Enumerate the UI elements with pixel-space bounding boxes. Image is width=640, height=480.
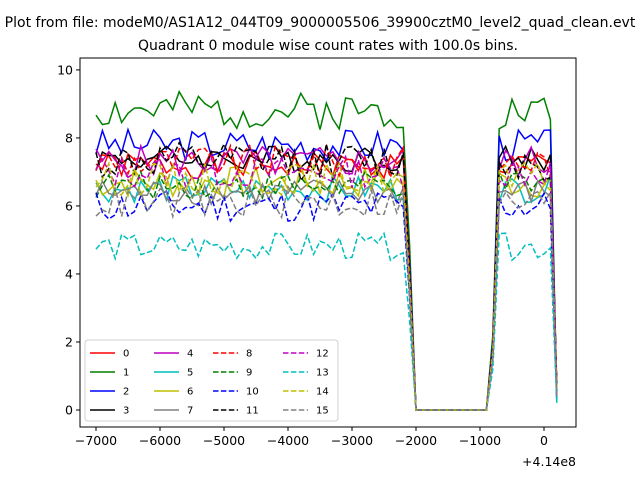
series-line-15 [95,184,558,411]
legend-label-5: 5 [187,368,193,379]
series-line-11 [95,141,558,411]
legend-label-12: 12 [316,349,329,360]
series-layer [95,89,558,411]
x-tick-label: −2000 [395,433,437,448]
legend-label-10: 10 [246,387,259,398]
legend-label-8: 8 [246,349,252,360]
axes-frame [79,57,577,428]
legend-box [84,339,339,422]
legend-label-15: 15 [316,406,329,417]
legend-label-7: 7 [187,406,193,417]
legend-label-13: 13 [316,368,329,379]
legend-label-0: 0 [123,349,129,360]
legend-label-3: 3 [123,406,129,417]
x-axis: −7000 −6000 −5000 −4000 −3000 −2000 −1000 0 [75,427,548,448]
y-tick-label: 10 [57,62,73,77]
y-tick-label: 2 [65,334,73,349]
x-offset-label: +4.14e8 [522,454,576,469]
x-tick-label: −1000 [459,433,501,448]
x-tick-label: −6000 [139,433,181,448]
y-tick-label: 8 [65,130,73,145]
legend-label-14: 14 [316,387,329,398]
legend-label-11: 11 [246,406,259,417]
legend-label-2: 2 [123,387,129,398]
y-tick-label: 4 [65,266,73,281]
x-tick-label: −7000 [75,433,117,448]
chart-title: Quadrant 0 module wise count rates with … [138,38,518,54]
y-tick-label: 6 [65,198,73,213]
legend-label-6: 6 [187,387,193,398]
legend-label-4: 4 [187,349,193,360]
x-tick-label: −4000 [267,433,309,448]
y-tick-label: 0 [65,402,73,417]
x-tick-label: 0 [540,433,548,448]
x-tick-label: −5000 [203,433,245,448]
x-tick-label: −3000 [331,433,373,448]
figure-suptitle: Plot from file: modeM0/AS1A12_044T09_900… [5,15,636,31]
y-axis: 0 2 4 6 8 10 [57,62,80,417]
legend-label-1: 1 [123,368,129,379]
legend-label-9: 9 [246,368,252,379]
